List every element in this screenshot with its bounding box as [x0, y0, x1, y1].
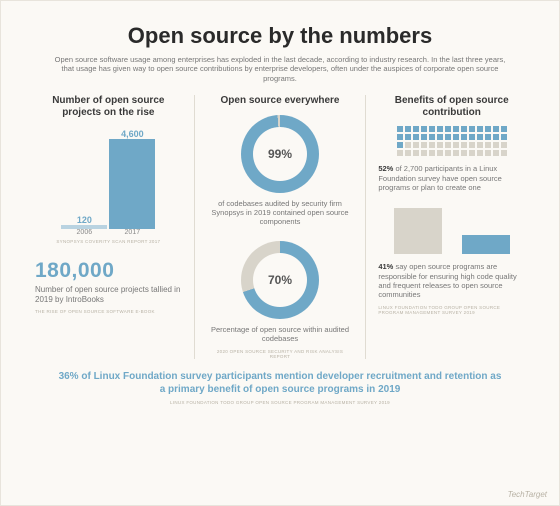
col2-heading: Open source everywhere	[207, 95, 354, 107]
donut-70: 70%	[241, 241, 319, 319]
content: Open source by the numbers Open source s…	[1, 1, 559, 405]
stat1-pct: 52%	[378, 164, 393, 173]
stat2: 41% say open source programs are respons…	[378, 262, 525, 300]
col-everywhere: Open source everywhere 99% of codebases …	[199, 95, 362, 359]
donut2-caption: Percentage of open source within audited…	[207, 325, 354, 344]
donut-99-label: 99%	[241, 115, 319, 193]
infographic-card: Open source by the numbers Open source s…	[0, 0, 560, 506]
stat1-text: of 2,700 participants in a Linux Foundat…	[378, 164, 501, 192]
col1-heading: Number of open source projects on the ri…	[35, 95, 182, 118]
stat2-pct: 41%	[378, 262, 393, 271]
col-benefits: Benefits of open source contribution 52%…	[370, 95, 533, 359]
bignum-source: THE RISE OF OPEN SOURCE SOFTWARE E-BOOK	[35, 309, 182, 314]
col-projects: Number of open source projects on the ri…	[27, 95, 190, 359]
brand-logo: TechTarget	[508, 490, 547, 499]
donut-70-label: 70%	[241, 241, 319, 319]
dot-grid	[378, 126, 525, 156]
col3-heading: Benefits of open source contribution	[378, 95, 525, 118]
col3-source: LINUX FOUNDATION TODO GROUP OPEN SOURCE …	[378, 305, 525, 316]
bar-chart: 12020064,6002017	[35, 126, 182, 236]
main-title: Open source by the numbers	[27, 23, 533, 49]
divider-2	[365, 95, 366, 359]
bar-source: SYNOPSYS COVERITY SCAN REPORT 2017	[35, 239, 182, 244]
footer-stat: 36% of Linux Foundation survey participa…	[27, 371, 533, 396]
footer-pct: 36%	[59, 371, 79, 382]
donut-99: 99%	[241, 115, 319, 193]
mini-bars	[378, 208, 525, 254]
divider-1	[194, 95, 195, 359]
bignum: 180,000	[35, 259, 182, 283]
footer-text: of Linux Foundation survey participants …	[79, 371, 502, 395]
stat1: 52% of 2,700 participants in a Linux Fou…	[378, 164, 525, 192]
bignum-caption: Number of open source projects tallied i…	[35, 285, 182, 305]
col2-source: 2020 OPEN SOURCE SECURITY AND RISK ANALY…	[207, 349, 354, 360]
columns: Number of open source projects on the ri…	[27, 95, 533, 359]
stat2-text: say open source programs are responsible…	[378, 262, 516, 299]
subtitle: Open source software usage among enterpr…	[50, 55, 510, 83]
donut1-caption: of codebases audited by security firm Sy…	[207, 199, 354, 227]
footer-source: LINUX FOUNDATION TODO GROUP OPEN SOURCE …	[27, 400, 533, 405]
